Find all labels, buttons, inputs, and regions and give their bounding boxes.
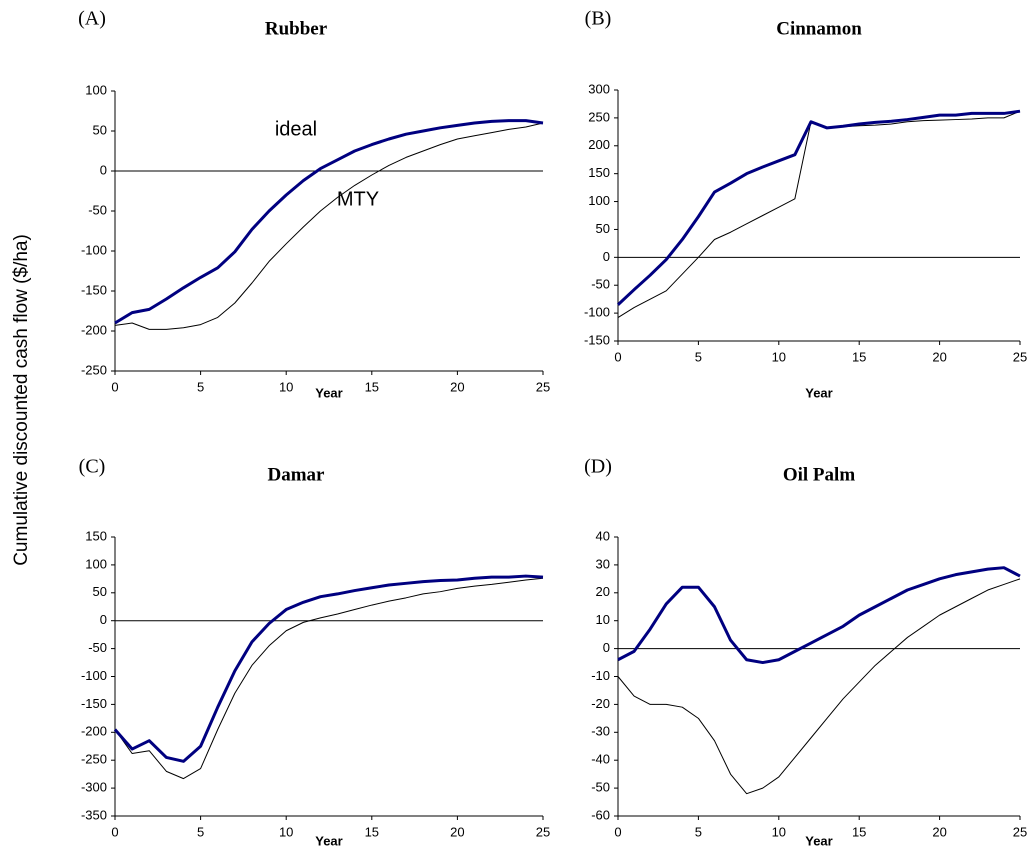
x-tick-label: 10 (279, 379, 293, 394)
y-tick-label: -250 (81, 752, 107, 767)
x-tick-label: 15 (365, 379, 379, 394)
x-tick-label: 25 (536, 379, 550, 394)
y-tick-label: -60 (591, 807, 610, 822)
y-tick-label: 0 (603, 249, 610, 264)
chart-title: Rubber (265, 18, 328, 39)
panel-label: (B) (585, 8, 612, 30)
x-tick-label: 0 (111, 824, 118, 839)
line-series (616, 109, 1021, 306)
y-tick-label: 0 (100, 612, 107, 627)
y-tick-label: -50 (591, 780, 610, 795)
x-tick-label: 0 (614, 824, 621, 839)
panel-label: (A) (78, 8, 106, 30)
y-tick-label: -50 (591, 277, 610, 292)
y-tick-label: 50 (596, 221, 610, 236)
y-tick-label: 50 (93, 584, 107, 599)
annotation: ideal (275, 118, 317, 140)
y-tick-label: 30 (596, 556, 610, 571)
y-tick-label: -30 (591, 724, 610, 739)
y-tick-label: 10 (596, 612, 610, 627)
x-tick-label: 0 (111, 379, 118, 394)
line-series (114, 119, 544, 325)
y-tick-label: 0 (603, 640, 610, 655)
x-tick-label: 5 (695, 824, 702, 839)
y-tick-label: -100 (584, 305, 610, 320)
x-tick-label: 5 (197, 379, 204, 394)
y-tick-label: 250 (588, 109, 610, 124)
line-series (617, 578, 1021, 795)
y-tick-label: -200 (81, 322, 107, 337)
y-tick-label: -40 (591, 752, 610, 767)
y-tick-label: -350 (81, 807, 107, 822)
x-tick-label: 25 (1013, 824, 1027, 839)
chart-title: Damar (268, 464, 326, 485)
y-tick-label: 50 (93, 122, 107, 137)
y-tick-label: 0 (100, 162, 107, 177)
y-tick-label: -200 (81, 724, 107, 739)
x-tick-label: 20 (450, 824, 464, 839)
x-axis-label: Year (315, 385, 342, 400)
line-series (113, 574, 544, 763)
y-tick-label: -300 (81, 780, 107, 795)
panel-label: (D) (584, 456, 612, 478)
line-series (617, 566, 1021, 665)
x-tick-label: 20 (932, 824, 946, 839)
x-axis-label: Year (805, 385, 832, 400)
chart-title: Oil Palm (783, 464, 855, 485)
y-tick-label: 200 (588, 137, 610, 152)
y-tick-label: -150 (81, 696, 107, 711)
line-series (114, 577, 544, 780)
y-tick-label: 100 (588, 193, 610, 208)
y-tick-label: -250 (81, 362, 107, 377)
y-tick-label: 300 (588, 81, 610, 96)
x-tick-label: 10 (279, 824, 293, 839)
x-tick-label: 20 (450, 379, 464, 394)
y-axis-label: Cumulative discounted cash flow ($/ha) (11, 234, 32, 566)
y-tick-label: 40 (596, 528, 610, 543)
chart-title: Cinnamon (776, 18, 862, 39)
x-tick-label: 10 (772, 349, 786, 364)
y-tick-label: 20 (596, 584, 610, 599)
x-tick-label: 15 (852, 824, 866, 839)
x-tick-label: 20 (932, 349, 946, 364)
y-tick-label: -20 (591, 696, 610, 711)
line-series (617, 110, 1021, 318)
y-tick-label: 150 (588, 165, 610, 180)
y-tick-label: -50 (88, 640, 107, 655)
x-tick-label: 25 (1013, 349, 1027, 364)
y-tick-label: -100 (81, 242, 107, 257)
x-tick-label: 25 (536, 824, 550, 839)
x-tick-label: 5 (197, 824, 204, 839)
x-tick-label: 10 (772, 824, 786, 839)
y-tick-label: -100 (81, 668, 107, 683)
x-tick-label: 15 (852, 349, 866, 364)
x-tick-label: 15 (365, 824, 379, 839)
line-series (114, 122, 544, 330)
x-tick-label: 0 (614, 349, 621, 364)
x-tick-label: 5 (695, 349, 702, 364)
y-tick-label: -50 (88, 202, 107, 217)
y-tick-label: 100 (85, 556, 107, 571)
x-axis-label: Year (805, 833, 832, 848)
y-tick-label: -10 (591, 668, 610, 683)
y-tick-label: 150 (85, 528, 107, 543)
y-tick-label: -150 (81, 282, 107, 297)
y-tick-label: 100 (85, 82, 107, 97)
annotation: MTY (337, 188, 379, 210)
panel-label: (C) (79, 456, 106, 478)
x-axis-label: Year (315, 833, 342, 848)
y-tick-label: -150 (584, 332, 610, 347)
